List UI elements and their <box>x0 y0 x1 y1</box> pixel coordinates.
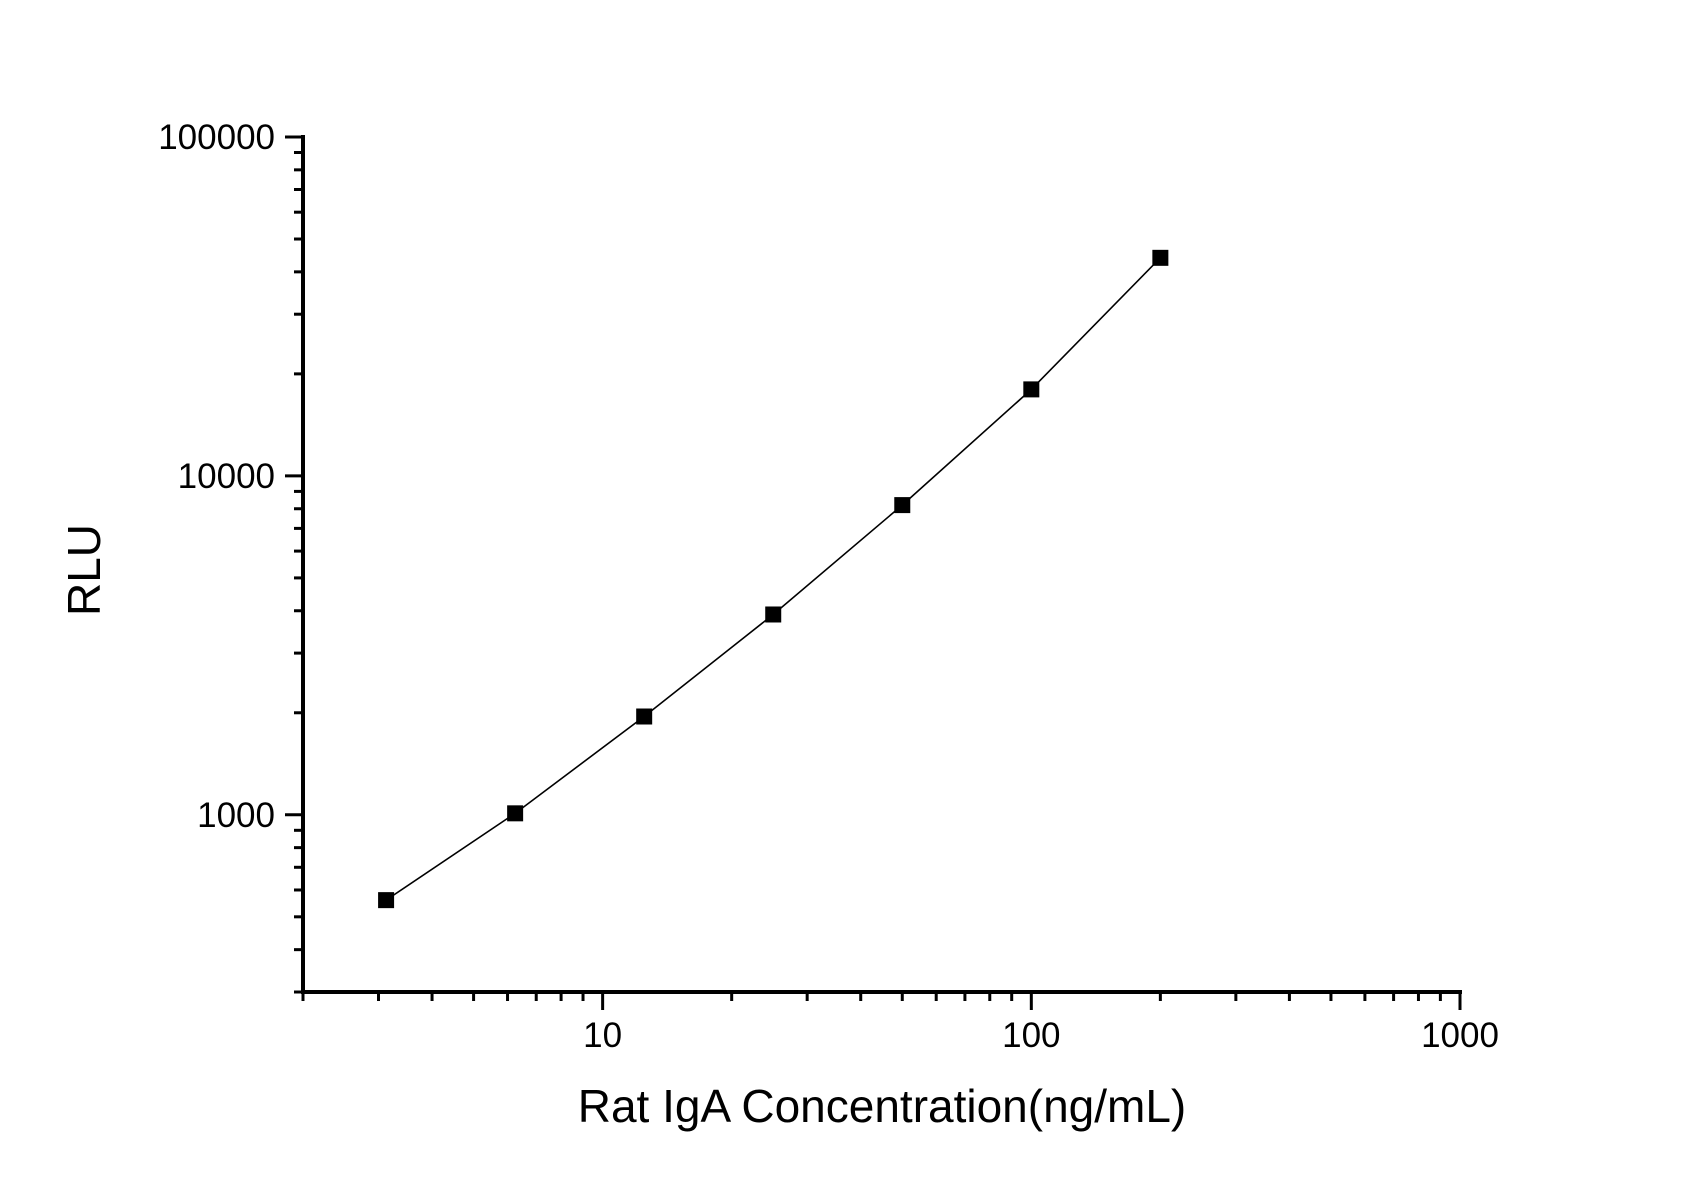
axis-frame <box>301 135 1462 994</box>
x-tick-label: 1000 <box>1421 1016 1499 1055</box>
data-point-marker <box>1152 249 1169 266</box>
data-point-marker <box>765 606 782 623</box>
x-tick-label: 10 <box>583 1016 622 1055</box>
data-series-group <box>378 249 1169 909</box>
y-tick-label: 10000 <box>178 457 275 496</box>
y-tick-label: 100000 <box>158 118 275 157</box>
y-tick-label: 1000 <box>197 796 275 835</box>
series-line <box>385 257 1161 901</box>
axis-ticks-group <box>285 135 1462 1010</box>
data-point-marker <box>636 708 653 725</box>
data-point-marker <box>1023 381 1040 398</box>
data-point-marker <box>507 805 524 822</box>
data-point-marker <box>894 497 911 514</box>
tick-labels-group: 10 100 1000 1000 10000 100000 <box>158 118 1499 1055</box>
y-axis-title: RLU <box>58 524 110 616</box>
x-tick-label: 100 <box>1002 1016 1060 1055</box>
axes-group <box>301 135 1462 994</box>
x-axis-title: Rat IgA Concentration(ng/mL) <box>578 1080 1187 1132</box>
data-point-marker <box>378 892 395 909</box>
